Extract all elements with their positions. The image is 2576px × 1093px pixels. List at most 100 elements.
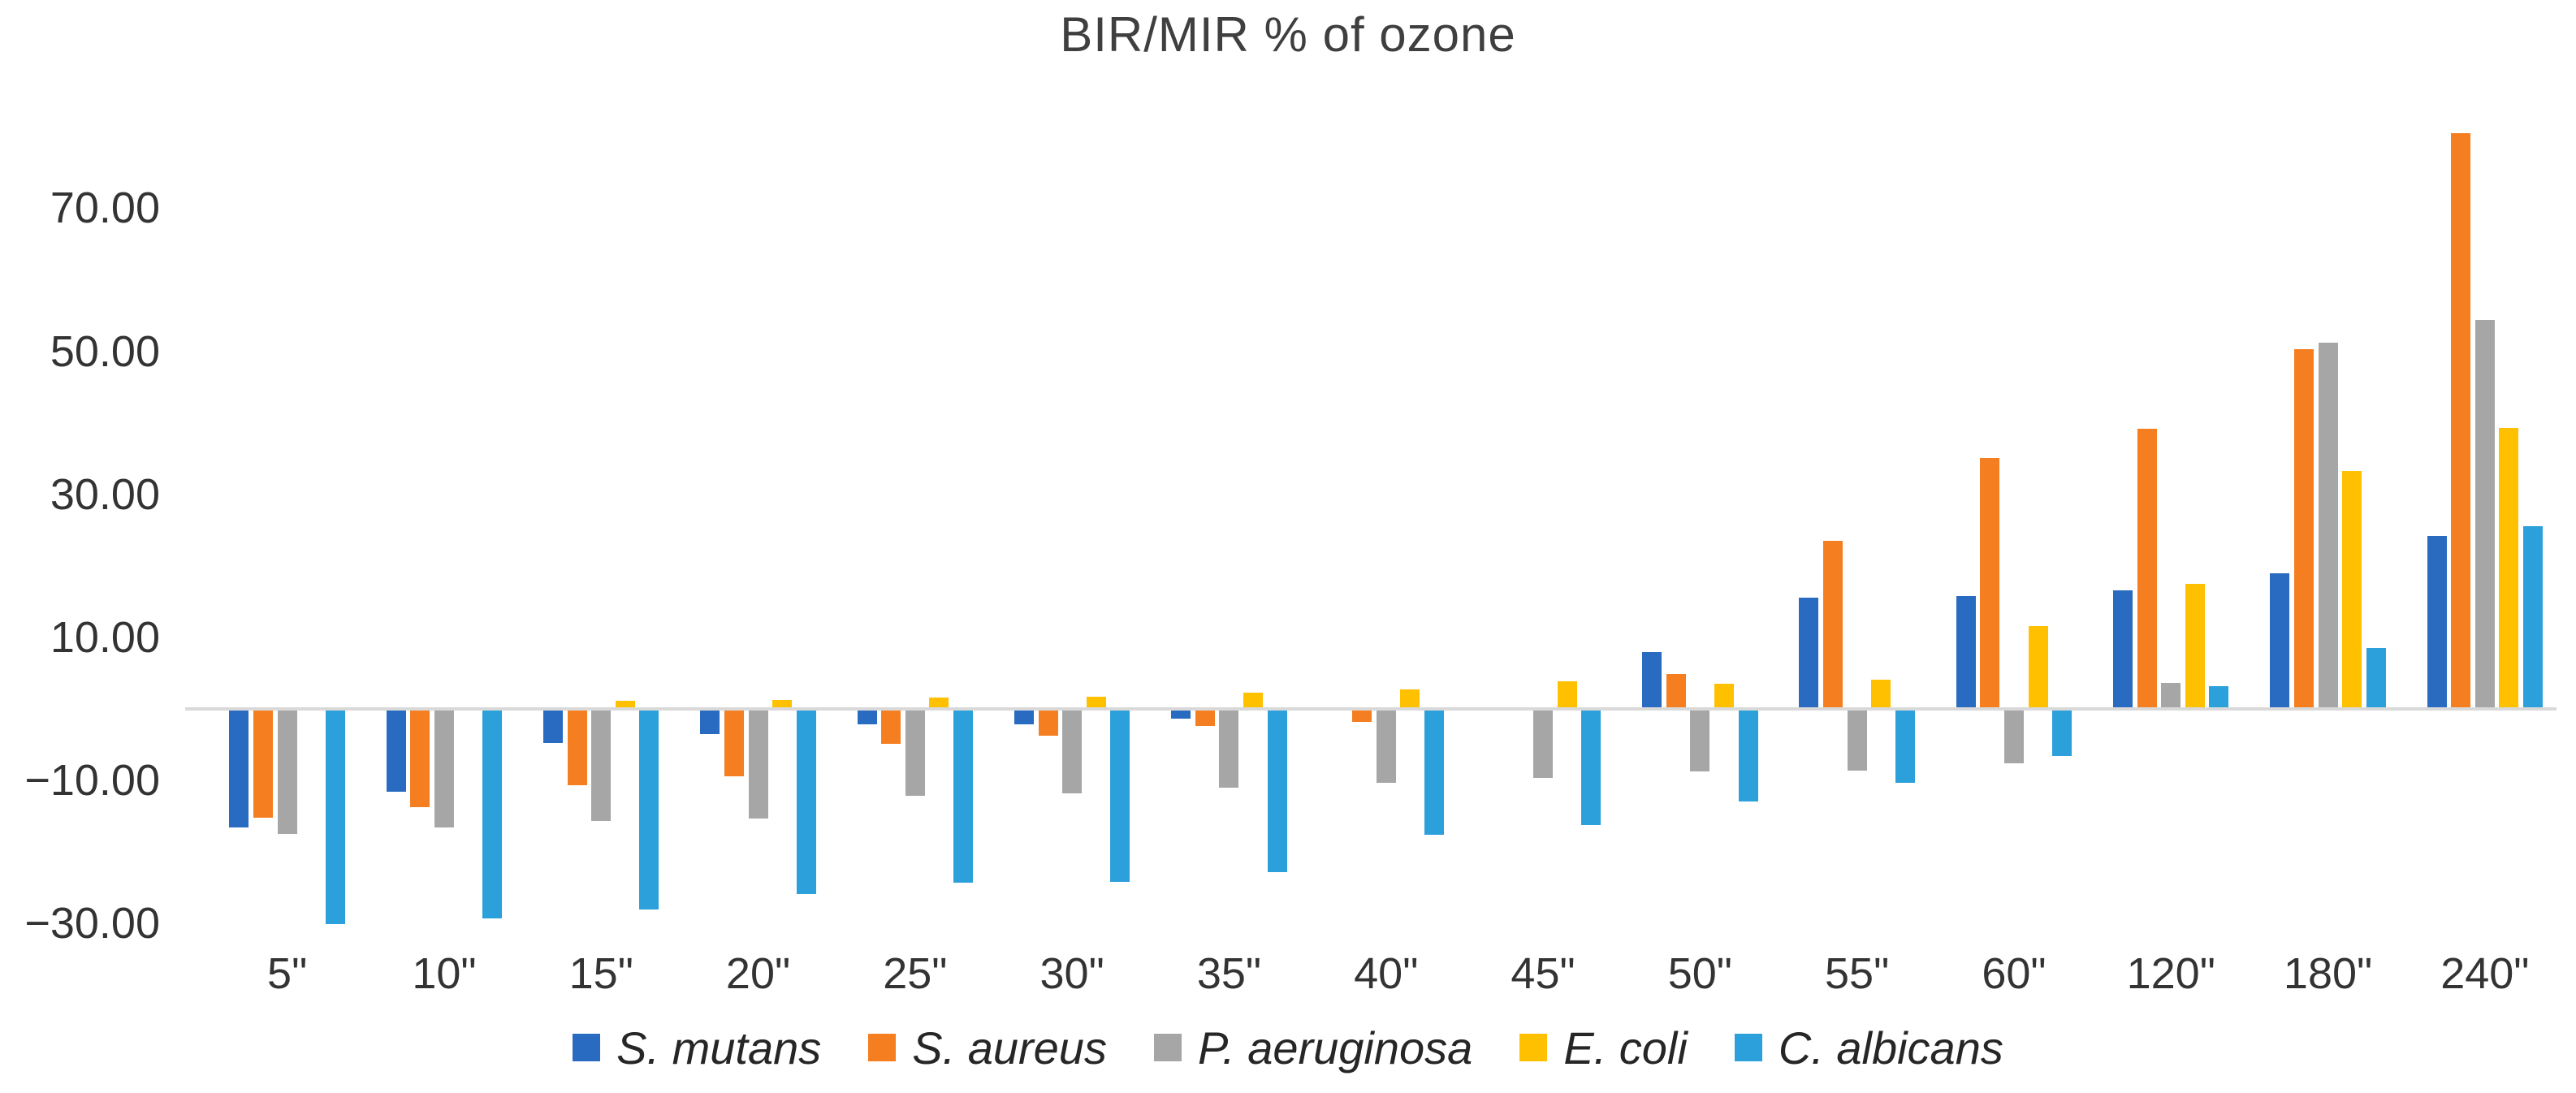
bar-s-aureus-120 <box>2137 429 2157 707</box>
bar-p-aeruginosa-50 <box>1690 711 1710 771</box>
bar-e-coli-25 <box>929 697 949 707</box>
bar-e-coli-180 <box>2342 471 2362 707</box>
x-axis-label: 240" <box>2440 949 2530 998</box>
bar-s-aureus-30 <box>1038 711 1058 736</box>
bar-p-aeruginosa-20 <box>748 711 768 819</box>
bar-s-mutans-5 <box>229 711 249 828</box>
legend-label: S. aureus <box>912 1022 1107 1074</box>
bar-p-aeruginosa-120 <box>2161 683 2181 707</box>
bar-e-coli-55 <box>1871 679 1891 707</box>
legend-swatch-icon <box>1153 1034 1182 1061</box>
y-tick-label: 50.00 <box>50 326 160 376</box>
bar-s-aureus-40 <box>1352 711 1372 723</box>
bar-s-mutans-20 <box>700 711 720 735</box>
bar-e-coli-45 <box>1557 681 1577 707</box>
bar-p-aeruginosa-35 <box>1219 711 1239 788</box>
bar-c-albicans-40 <box>1424 711 1444 836</box>
bar-c-albicans-30 <box>1110 711 1130 882</box>
bar-p-aeruginosa-240 <box>2474 320 2495 707</box>
bar-e-coli-60 <box>2028 626 2048 707</box>
bar-s-mutans-30 <box>1014 711 1034 724</box>
bar-c-albicans-60 <box>2052 711 2072 757</box>
bar-s-aureus-5 <box>253 711 274 819</box>
legend-swatch-icon <box>573 1034 601 1061</box>
bar-s-mutans-10 <box>386 711 406 792</box>
x-axis-label: 180" <box>2283 949 2373 998</box>
bar-s-mutans-55 <box>1799 598 1819 707</box>
bar-s-mutans-25 <box>857 711 877 724</box>
bar-s-mutans-240 <box>2427 535 2447 707</box>
bar-s-mutans-60 <box>1956 595 1976 707</box>
bar-p-aeruginosa-45 <box>1533 711 1554 778</box>
bar-s-mutans-35 <box>1171 711 1191 719</box>
bar-e-coli-20 <box>772 700 793 707</box>
bar-c-albicans-10 <box>482 711 503 919</box>
bar-p-aeruginosa-5 <box>277 711 297 834</box>
x-axis-label: 35" <box>1196 949 1262 998</box>
bar-c-albicans-15 <box>639 711 659 909</box>
bar-p-aeruginosa-60 <box>2003 711 2024 764</box>
y-tick-label: 70.00 <box>50 184 160 233</box>
bar-s-aureus-60 <box>1980 458 2000 707</box>
legend-label: P. aeruginosa <box>1197 1022 1473 1074</box>
bar-s-mutans-120 <box>2113 590 2133 707</box>
legend-label: S. mutans <box>616 1022 822 1074</box>
x-axis-label: 10" <box>412 949 477 998</box>
legend: S. mutans S. aureus P. aeruginosa E. coli C.… <box>0 1017 2576 1078</box>
bar-c-albicans-20 <box>796 711 816 894</box>
bar-p-aeruginosa-55 <box>1847 711 1867 771</box>
y-tick-label: −30.00 <box>24 899 160 948</box>
x-axis-label: 60" <box>1982 949 2047 998</box>
bar-e-coli-30 <box>1086 696 1106 707</box>
bar-p-aeruginosa-40 <box>1376 711 1396 783</box>
legend-item: C. albicans <box>1734 1022 2003 1074</box>
x-axis-label: 30" <box>1039 949 1104 998</box>
bar-e-coli-120 <box>2185 584 2205 707</box>
bar-e-coli-15 <box>615 701 635 707</box>
bar-s-mutans-180 <box>2270 573 2290 707</box>
y-tick-label: 10.00 <box>50 612 160 662</box>
x-axis-label: 120" <box>2126 949 2215 998</box>
bar-e-coli-35 <box>1243 693 1264 707</box>
bar-s-aureus-10 <box>410 711 430 807</box>
bar-s-aureus-55 <box>1823 540 1843 707</box>
x-axis-label: 15" <box>568 949 633 998</box>
legend-item: S. mutans <box>573 1022 821 1074</box>
bar-e-coli-50 <box>1714 683 1734 707</box>
bar-s-aureus-240 <box>2451 133 2471 707</box>
bar-s-aureus-180 <box>2293 348 2314 707</box>
bar-p-aeruginosa-180 <box>2318 342 2338 707</box>
bar-c-albicans-25 <box>953 711 974 883</box>
bar-c-albicans-180 <box>2366 647 2386 707</box>
x-axis-label: 20" <box>725 949 791 998</box>
bar-c-albicans-5 <box>325 711 345 925</box>
bar-s-mutans-50 <box>1642 652 1662 707</box>
bar-e-coli-240 <box>2499 427 2519 707</box>
bar-s-mutans-15 <box>543 711 564 743</box>
bar-s-aureus-20 <box>724 711 744 777</box>
x-axis-label: 45" <box>1511 949 1575 998</box>
bar-p-aeruginosa-30 <box>1062 711 1083 794</box>
legend-label: E. coli <box>1563 1022 1688 1074</box>
legend-item: P. aeruginosa <box>1153 1022 1473 1074</box>
legend-swatch-icon <box>1519 1034 1548 1061</box>
bar-s-aureus-50 <box>1666 673 1686 707</box>
legend-item: E. coli <box>1519 1022 1688 1074</box>
legend-swatch-icon <box>868 1034 897 1061</box>
chart-title: BIR/MIR % of ozone <box>1060 7 1516 62</box>
bar-s-aureus-15 <box>567 711 587 785</box>
x-axis-label: 50" <box>1667 949 1732 998</box>
bar-c-albicans-45 <box>1581 711 1601 825</box>
bar-p-aeruginosa-25 <box>905 711 925 796</box>
y-tick-label: −10.00 <box>24 756 160 806</box>
y-tick-label: 30.00 <box>50 469 160 519</box>
bar-c-albicans-55 <box>1895 711 1915 783</box>
x-axis-label: 55" <box>1825 949 1890 998</box>
legend-item: S. aureus <box>868 1022 1107 1074</box>
x-axis-label: 40" <box>1354 949 1419 998</box>
x-axis-label: 5" <box>267 949 308 998</box>
bar-c-albicans-50 <box>1738 711 1758 801</box>
x-axis-baseline <box>185 707 2557 711</box>
bar-p-aeruginosa-15 <box>591 711 612 821</box>
